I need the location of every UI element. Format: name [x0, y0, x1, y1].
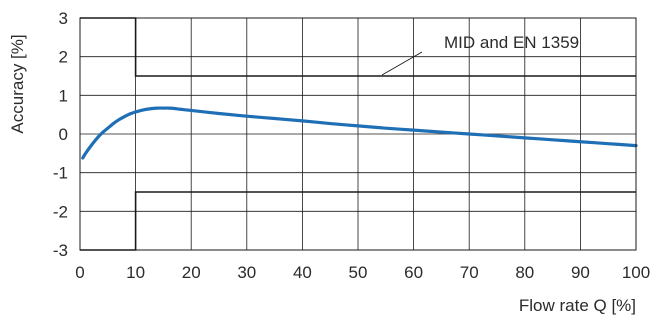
annotation-leader	[381, 51, 423, 76]
y-axis-label: Accuracy [%]	[8, 34, 27, 133]
x-tick-label: 20	[182, 263, 201, 282]
annotation-label: MID and EN 1359	[444, 33, 579, 52]
x-tick-label: 60	[404, 263, 423, 282]
x-tick-labels: 0 10 20 30 40 50 60 70 80 90 100	[75, 263, 650, 282]
y-tick-label: 2	[59, 48, 68, 67]
plot-frame	[79, 17, 637, 251]
x-tick-label: 50	[349, 263, 368, 282]
grid	[80, 18, 636, 250]
x-tick-label: 100	[622, 263, 650, 282]
y-tick-label: -1	[53, 164, 68, 183]
x-tick-label: 30	[237, 263, 256, 282]
x-axis-label: Flow rate Q [%]	[519, 296, 636, 315]
y-tick-label: 0	[59, 125, 68, 144]
accuracy-curve	[81, 106, 638, 160]
y-tick-label: -3	[53, 241, 68, 260]
x-tick-label: 80	[515, 263, 534, 282]
y-tick-label: -2	[53, 202, 68, 221]
y-tick-labels: 3 2 1 0 -1 -2 -3	[53, 9, 68, 260]
x-tick-label: 0	[75, 263, 84, 282]
series-layer	[81, 106, 638, 160]
x-tick-label: 70	[460, 263, 479, 282]
x-tick-label: 90	[571, 263, 590, 282]
y-tick-label: 1	[59, 86, 68, 105]
x-tick-label: 10	[126, 263, 145, 282]
x-tick-label: 40	[293, 263, 312, 282]
y-tick-label: 3	[59, 9, 68, 28]
